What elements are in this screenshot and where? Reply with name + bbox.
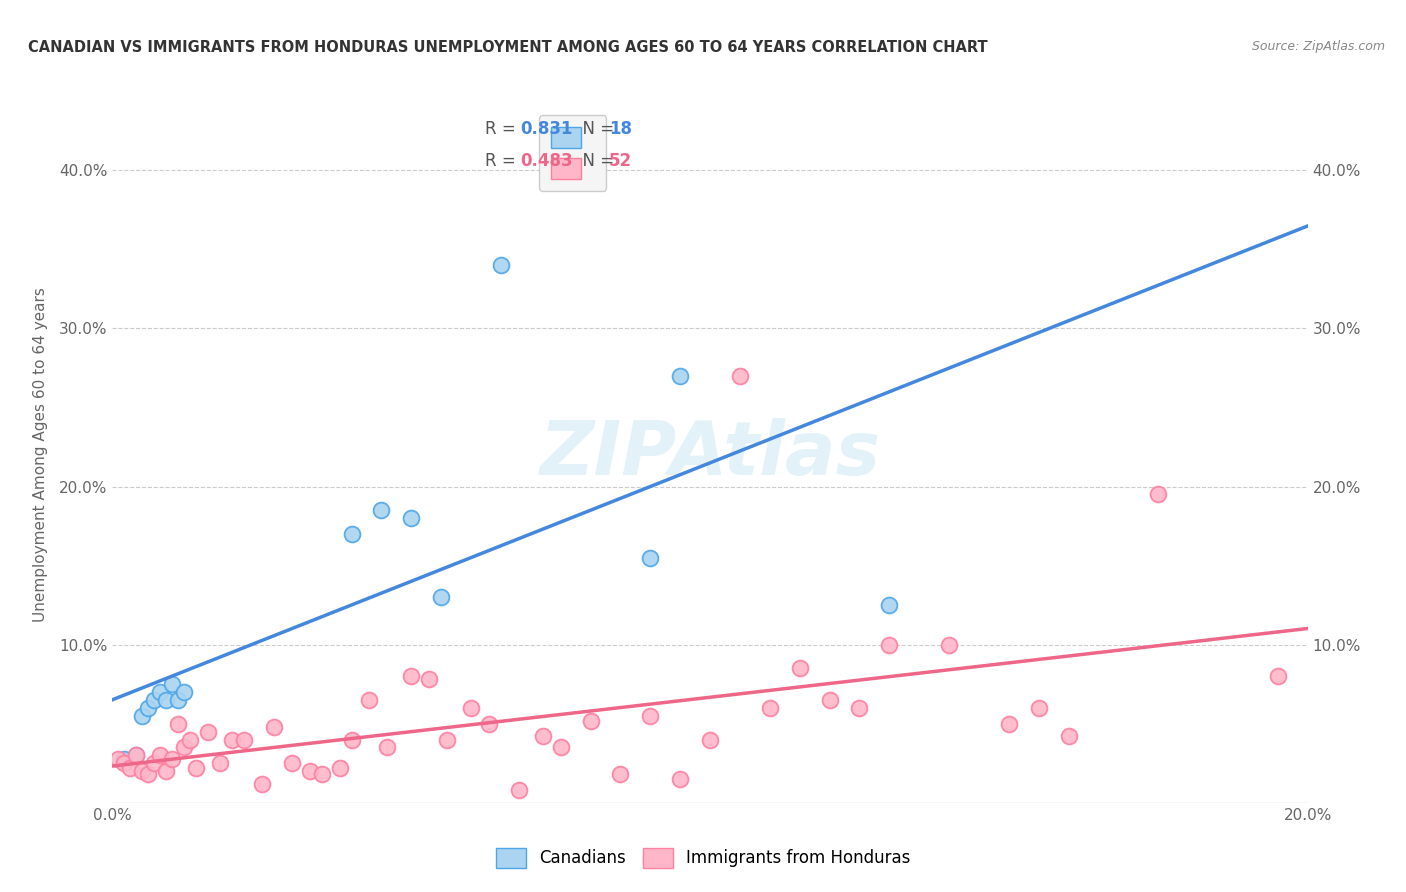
Point	[879, 598, 901, 612]
Point	[340, 732, 363, 747]
Point	[938, 638, 960, 652]
Point	[131, 708, 153, 723]
Point	[370, 503, 392, 517]
Legend: Canadians, Immigrants from Honduras: Canadians, Immigrants from Honduras	[489, 841, 917, 875]
Point	[143, 693, 166, 707]
Point	[233, 732, 256, 747]
Point	[377, 740, 399, 755]
Point	[138, 767, 160, 781]
Text: ZIPAtlas: ZIPAtlas	[540, 418, 880, 491]
Point	[162, 677, 183, 691]
Point	[155, 693, 177, 707]
Point	[125, 748, 148, 763]
Point	[1057, 730, 1080, 744]
Point	[489, 258, 512, 272]
Point	[155, 764, 177, 779]
Text: N =: N =	[572, 152, 620, 169]
Point	[173, 685, 195, 699]
Text: 0.483: 0.483	[520, 152, 572, 169]
Point	[401, 669, 423, 683]
Point	[131, 764, 153, 779]
Point	[197, 724, 219, 739]
Point	[329, 761, 352, 775]
Point	[818, 693, 841, 707]
Point	[149, 748, 172, 763]
Point	[879, 638, 901, 652]
Text: 52: 52	[609, 152, 631, 169]
Point	[669, 368, 692, 383]
Point	[107, 751, 129, 765]
Point	[173, 740, 195, 755]
Point	[550, 740, 572, 755]
Point	[250, 777, 273, 791]
Point	[120, 761, 142, 775]
Point	[311, 767, 333, 781]
Point	[340, 527, 363, 541]
Point	[640, 550, 662, 565]
Point	[728, 368, 751, 383]
Text: R =: R =	[485, 120, 522, 138]
Point	[579, 714, 602, 728]
Text: N =: N =	[572, 120, 620, 138]
Point	[669, 772, 692, 786]
Point	[478, 716, 501, 731]
Point	[359, 693, 381, 707]
Point	[848, 701, 870, 715]
Point	[401, 511, 423, 525]
Text: Source: ZipAtlas.com: Source: ZipAtlas.com	[1251, 40, 1385, 54]
Point	[281, 756, 304, 771]
Point	[114, 751, 135, 765]
Point	[179, 732, 201, 747]
Point	[167, 693, 190, 707]
Text: CANADIAN VS IMMIGRANTS FROM HONDURAS UNEMPLOYMENT AMONG AGES 60 TO 64 YEARS CORR: CANADIAN VS IMMIGRANTS FROM HONDURAS UNE…	[28, 40, 988, 55]
Text: 0.831: 0.831	[520, 120, 572, 138]
Point	[460, 701, 482, 715]
Point	[298, 764, 321, 779]
Point	[149, 685, 172, 699]
Point	[789, 661, 811, 675]
Point	[609, 767, 631, 781]
Point	[1028, 701, 1050, 715]
Legend: , : ,	[540, 115, 606, 191]
Point	[143, 756, 166, 771]
Point	[263, 720, 285, 734]
Point	[209, 756, 232, 771]
Point	[1267, 669, 1289, 683]
Text: R =: R =	[485, 152, 522, 169]
Point	[162, 751, 183, 765]
Point	[125, 748, 148, 763]
Point	[221, 732, 243, 747]
Point	[138, 701, 160, 715]
Point	[418, 673, 440, 687]
Point	[430, 591, 453, 605]
Point	[186, 761, 208, 775]
Point	[167, 716, 190, 731]
Point	[998, 716, 1021, 731]
Point	[114, 756, 135, 771]
Point	[531, 730, 554, 744]
Text: 18: 18	[609, 120, 631, 138]
Point	[1147, 487, 1170, 501]
Point	[508, 783, 530, 797]
Point	[699, 732, 721, 747]
Y-axis label: Unemployment Among Ages 60 to 64 years: Unemployment Among Ages 60 to 64 years	[32, 287, 48, 623]
Point	[436, 732, 458, 747]
Point	[640, 708, 662, 723]
Point	[759, 701, 782, 715]
